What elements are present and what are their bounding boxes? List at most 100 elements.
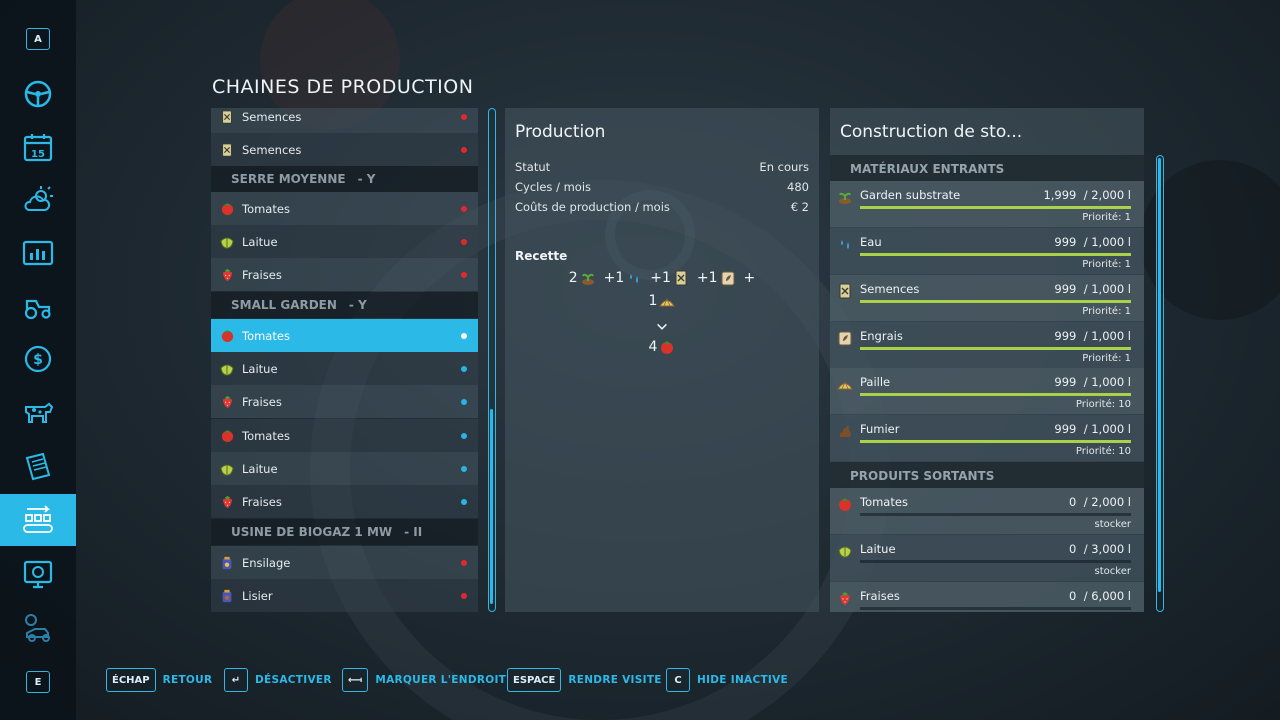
list-scrollbar[interactable] xyxy=(488,108,496,612)
storage-scrollbar-thumb[interactable] xyxy=(1158,158,1161,592)
status-dot xyxy=(461,271,467,278)
statistics-icon xyxy=(22,240,54,266)
back-button[interactable]: ÉCHAP RETOUR xyxy=(106,668,212,692)
input-fill-bar xyxy=(860,253,1131,256)
input-fill-bar xyxy=(860,206,1131,209)
manure-icon xyxy=(839,425,851,437)
cycles-value: 480 xyxy=(787,180,809,194)
output-name: Laitue xyxy=(860,542,896,556)
nav-help[interactable] xyxy=(0,548,76,600)
cost-row: Coûts de production / mois € 2 xyxy=(515,200,809,214)
status-dot xyxy=(461,498,467,505)
list-item-selected[interactable]: Tomates xyxy=(211,319,478,352)
nav-production[interactable] xyxy=(0,494,76,546)
list-item[interactable]: Laitue xyxy=(211,452,478,485)
recipe-output-amount: 4 xyxy=(648,339,658,355)
garden-substrate-icon xyxy=(581,273,594,285)
group-header-label: USINE DE BIOGAZ 1 MW xyxy=(231,525,393,539)
recipe-output: 4 xyxy=(505,339,819,355)
list-item-label: Lisier xyxy=(242,588,273,603)
input-priority[interactable]: Priorité: 10 xyxy=(1075,399,1131,410)
production-panel: Production Statut En cours Cycles / mois… xyxy=(505,108,819,612)
water-icon xyxy=(630,274,639,283)
input-priority[interactable]: Priorité: 1 xyxy=(1082,306,1131,317)
cost-label: Coûts de production / mois xyxy=(515,200,670,214)
strawberry-icon xyxy=(219,494,235,510)
group-header-suffix: - Y xyxy=(357,172,376,186)
list-item[interactable]: Laitue xyxy=(211,225,478,258)
list-item[interactable]: Laitue xyxy=(211,352,478,385)
chevron-down-icon xyxy=(657,323,667,330)
mark-location-button[interactable]: ⟻ MARQUER L'ENDROIT xyxy=(342,668,506,692)
storage-scrollbar[interactable] xyxy=(1156,155,1164,612)
silage-icon xyxy=(219,555,235,571)
tomato-icon xyxy=(839,498,851,511)
finance-icon: $ xyxy=(24,345,52,373)
list-item-label: Tomates xyxy=(242,201,290,216)
list-item[interactable]: Fraises xyxy=(211,485,478,518)
seeds-icon xyxy=(219,109,235,125)
input-priority[interactable]: Priorité: 1 xyxy=(1082,259,1131,270)
help-icon xyxy=(23,560,53,589)
status-label: Statut xyxy=(515,160,551,174)
list-item[interactable]: Fraises xyxy=(211,258,478,291)
recipe-arrow xyxy=(505,320,819,334)
key-c: C xyxy=(666,668,690,692)
input-priority[interactable]: Priorité: 1 xyxy=(1082,353,1131,364)
seeds-icon xyxy=(839,283,851,299)
list-item-label: Laitue xyxy=(242,461,278,476)
list-item[interactable]: Fraises xyxy=(211,385,478,418)
status-dot xyxy=(461,332,467,339)
recipe-amount: 2 xyxy=(568,270,578,286)
group-header-suffix: - II xyxy=(404,525,423,539)
nav-statistics[interactable] xyxy=(0,227,76,279)
nav-prev-key[interactable]: A xyxy=(26,28,50,50)
storage-panel: Construction de sto... MATÉRIAUX ENTRANT… xyxy=(830,108,1144,612)
input-row: Garden substrate 1,999 / 2,000 l Priorit… xyxy=(830,181,1144,227)
list-scrollbar-thumb[interactable] xyxy=(490,409,493,604)
recipe-title: Recette xyxy=(515,249,568,263)
recipe-inputs-line2: 1 xyxy=(505,293,819,309)
output-amount: 0 / 6,000 l xyxy=(1069,589,1131,603)
nav-weather[interactable] xyxy=(0,174,76,226)
list-item-label: Ensilage xyxy=(242,555,291,570)
fertilizer-icon xyxy=(721,271,735,286)
list-item[interactable]: Ensilage xyxy=(211,546,478,579)
hide-inactive-button[interactable]: C HIDE INACTIVE xyxy=(666,668,788,692)
strawberry-icon xyxy=(219,394,235,410)
output-mode[interactable]: stocker xyxy=(1094,519,1131,530)
lettuce-icon xyxy=(838,546,852,558)
recipe-amount: +1 xyxy=(650,270,671,286)
nav-next-key[interactable]: E xyxy=(26,671,50,693)
input-priority[interactable]: Priorité: 1 xyxy=(1082,212,1131,223)
output-mode[interactable]: stocker xyxy=(1094,566,1131,577)
nav-settings[interactable] xyxy=(0,600,76,652)
list-item[interactable]: Tomates xyxy=(211,192,478,225)
recipe-inputs-line1: 2 +1 +1 +1 + xyxy=(505,270,819,286)
list-item-label: Laitue xyxy=(242,361,278,376)
list-item[interactable]: Lisier xyxy=(211,579,478,612)
input-priority[interactable]: Priorité: 10 xyxy=(1075,446,1131,457)
input-name: Engrais xyxy=(860,329,903,343)
list-item-label: Tomates xyxy=(242,428,290,443)
nav-tractor[interactable] xyxy=(0,280,76,332)
steering-wheel-icon xyxy=(24,80,52,108)
nav-calendar[interactable]: 15 xyxy=(0,121,76,173)
list-item-label: Tomates xyxy=(242,328,290,343)
output-amount: 0 / 3,000 l xyxy=(1069,542,1131,556)
list-item[interactable]: Semences xyxy=(211,133,478,166)
deactivate-button[interactable]: ↵ DÉSACTIVER xyxy=(224,668,332,692)
visit-button[interactable]: ESPACE RENDRE VISITE xyxy=(507,668,662,692)
page-title: CHAINES DE PRODUCTION xyxy=(212,76,474,98)
nav-animals[interactable] xyxy=(0,386,76,438)
list-item[interactable]: Semences xyxy=(211,108,478,133)
key-backspace: ⟻ xyxy=(342,668,369,692)
back-label: RETOUR xyxy=(162,674,213,686)
nav-contracts[interactable] xyxy=(0,440,76,492)
nav-vehicles[interactable] xyxy=(0,68,76,120)
nav-finances[interactable]: $ xyxy=(0,333,76,385)
water-icon xyxy=(841,240,849,249)
contracts-icon xyxy=(25,452,51,481)
input-amount: 999 / 1,000 l xyxy=(1054,375,1131,389)
list-item[interactable]: Tomates xyxy=(211,419,478,452)
